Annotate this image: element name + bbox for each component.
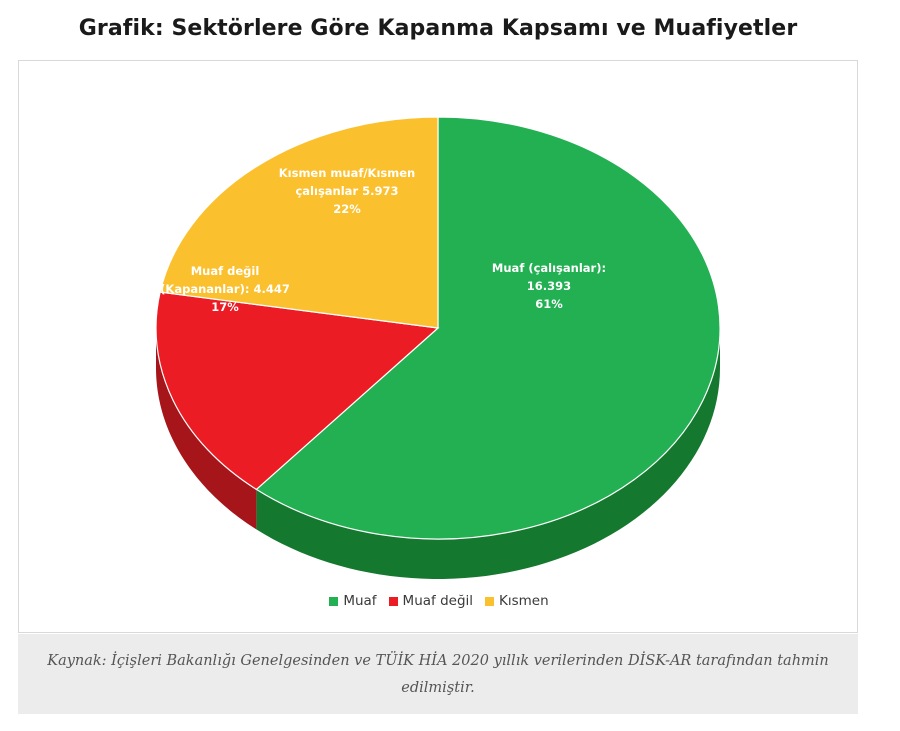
legend-swatch-1 — [388, 596, 398, 606]
pie-label-2-line-2: 22% — [333, 202, 361, 216]
pie-label-1-line-2: 17% — [211, 300, 239, 314]
pie-label-0-line-0: Muaf (çalışanlar): — [492, 261, 606, 275]
legend-label-2: Kısmen — [499, 593, 549, 609]
pie-chart: Muaf (çalışanlar): 16.393 61% Muaf değil (Ka… — [155, 116, 721, 579]
pie-label-0: Muaf (çalışanlar): 16.393 61% — [492, 261, 606, 311]
legend-label-1: Muaf değil — [402, 593, 474, 609]
legend-item-0: Muaf — [329, 593, 377, 609]
pie-side-1 — [156, 328, 257, 530]
pie-label-0-line-2: 61% — [535, 297, 563, 311]
chart-legend: Muaf Muaf değil Kısmen — [19, 593, 859, 610]
pie-slice-2 — [159, 116, 439, 329]
chart-area: Muaf (çalışanlar): 16.393 61% Muaf değil (Ka… — [18, 60, 858, 633]
chart-title: Grafik: Sektörlere Göre Kapanma Kapsamı … — [78, 16, 798, 41]
source-caption: Kaynak: İçişleri Bakanlığı Genelgesinden… — [18, 634, 858, 714]
pie-label-0-line-1: 16.393 — [527, 279, 571, 293]
pie-depth — [156, 328, 720, 579]
pie-slice-1 — [155, 291, 440, 491]
pie-label-1: Muaf değil (Kapananlar): 4.447 17% — [160, 264, 290, 314]
pie-label-1-line-0: Muaf değil — [191, 264, 260, 278]
legend-item-2: Kısmen — [485, 593, 549, 609]
legend-swatch-2 — [485, 596, 495, 606]
legend-item-1: Muaf değil — [388, 593, 474, 609]
pie-label-2: Kısmen muaf/Kısmen çalışanlar 5.973 22% — [279, 166, 415, 216]
pie-label-1-line-1: (Kapananlar): 4.447 — [160, 282, 290, 296]
legend-label-0: Muaf — [343, 593, 377, 609]
pie-side-0 — [256, 328, 720, 579]
pie-slice-0 — [255, 116, 721, 540]
pie-label-2-line-1: çalışanlar 5.973 — [295, 184, 398, 198]
pie-label-2-line-0: Kısmen muaf/Kısmen — [279, 166, 415, 180]
legend-swatch-0 — [329, 596, 339, 606]
